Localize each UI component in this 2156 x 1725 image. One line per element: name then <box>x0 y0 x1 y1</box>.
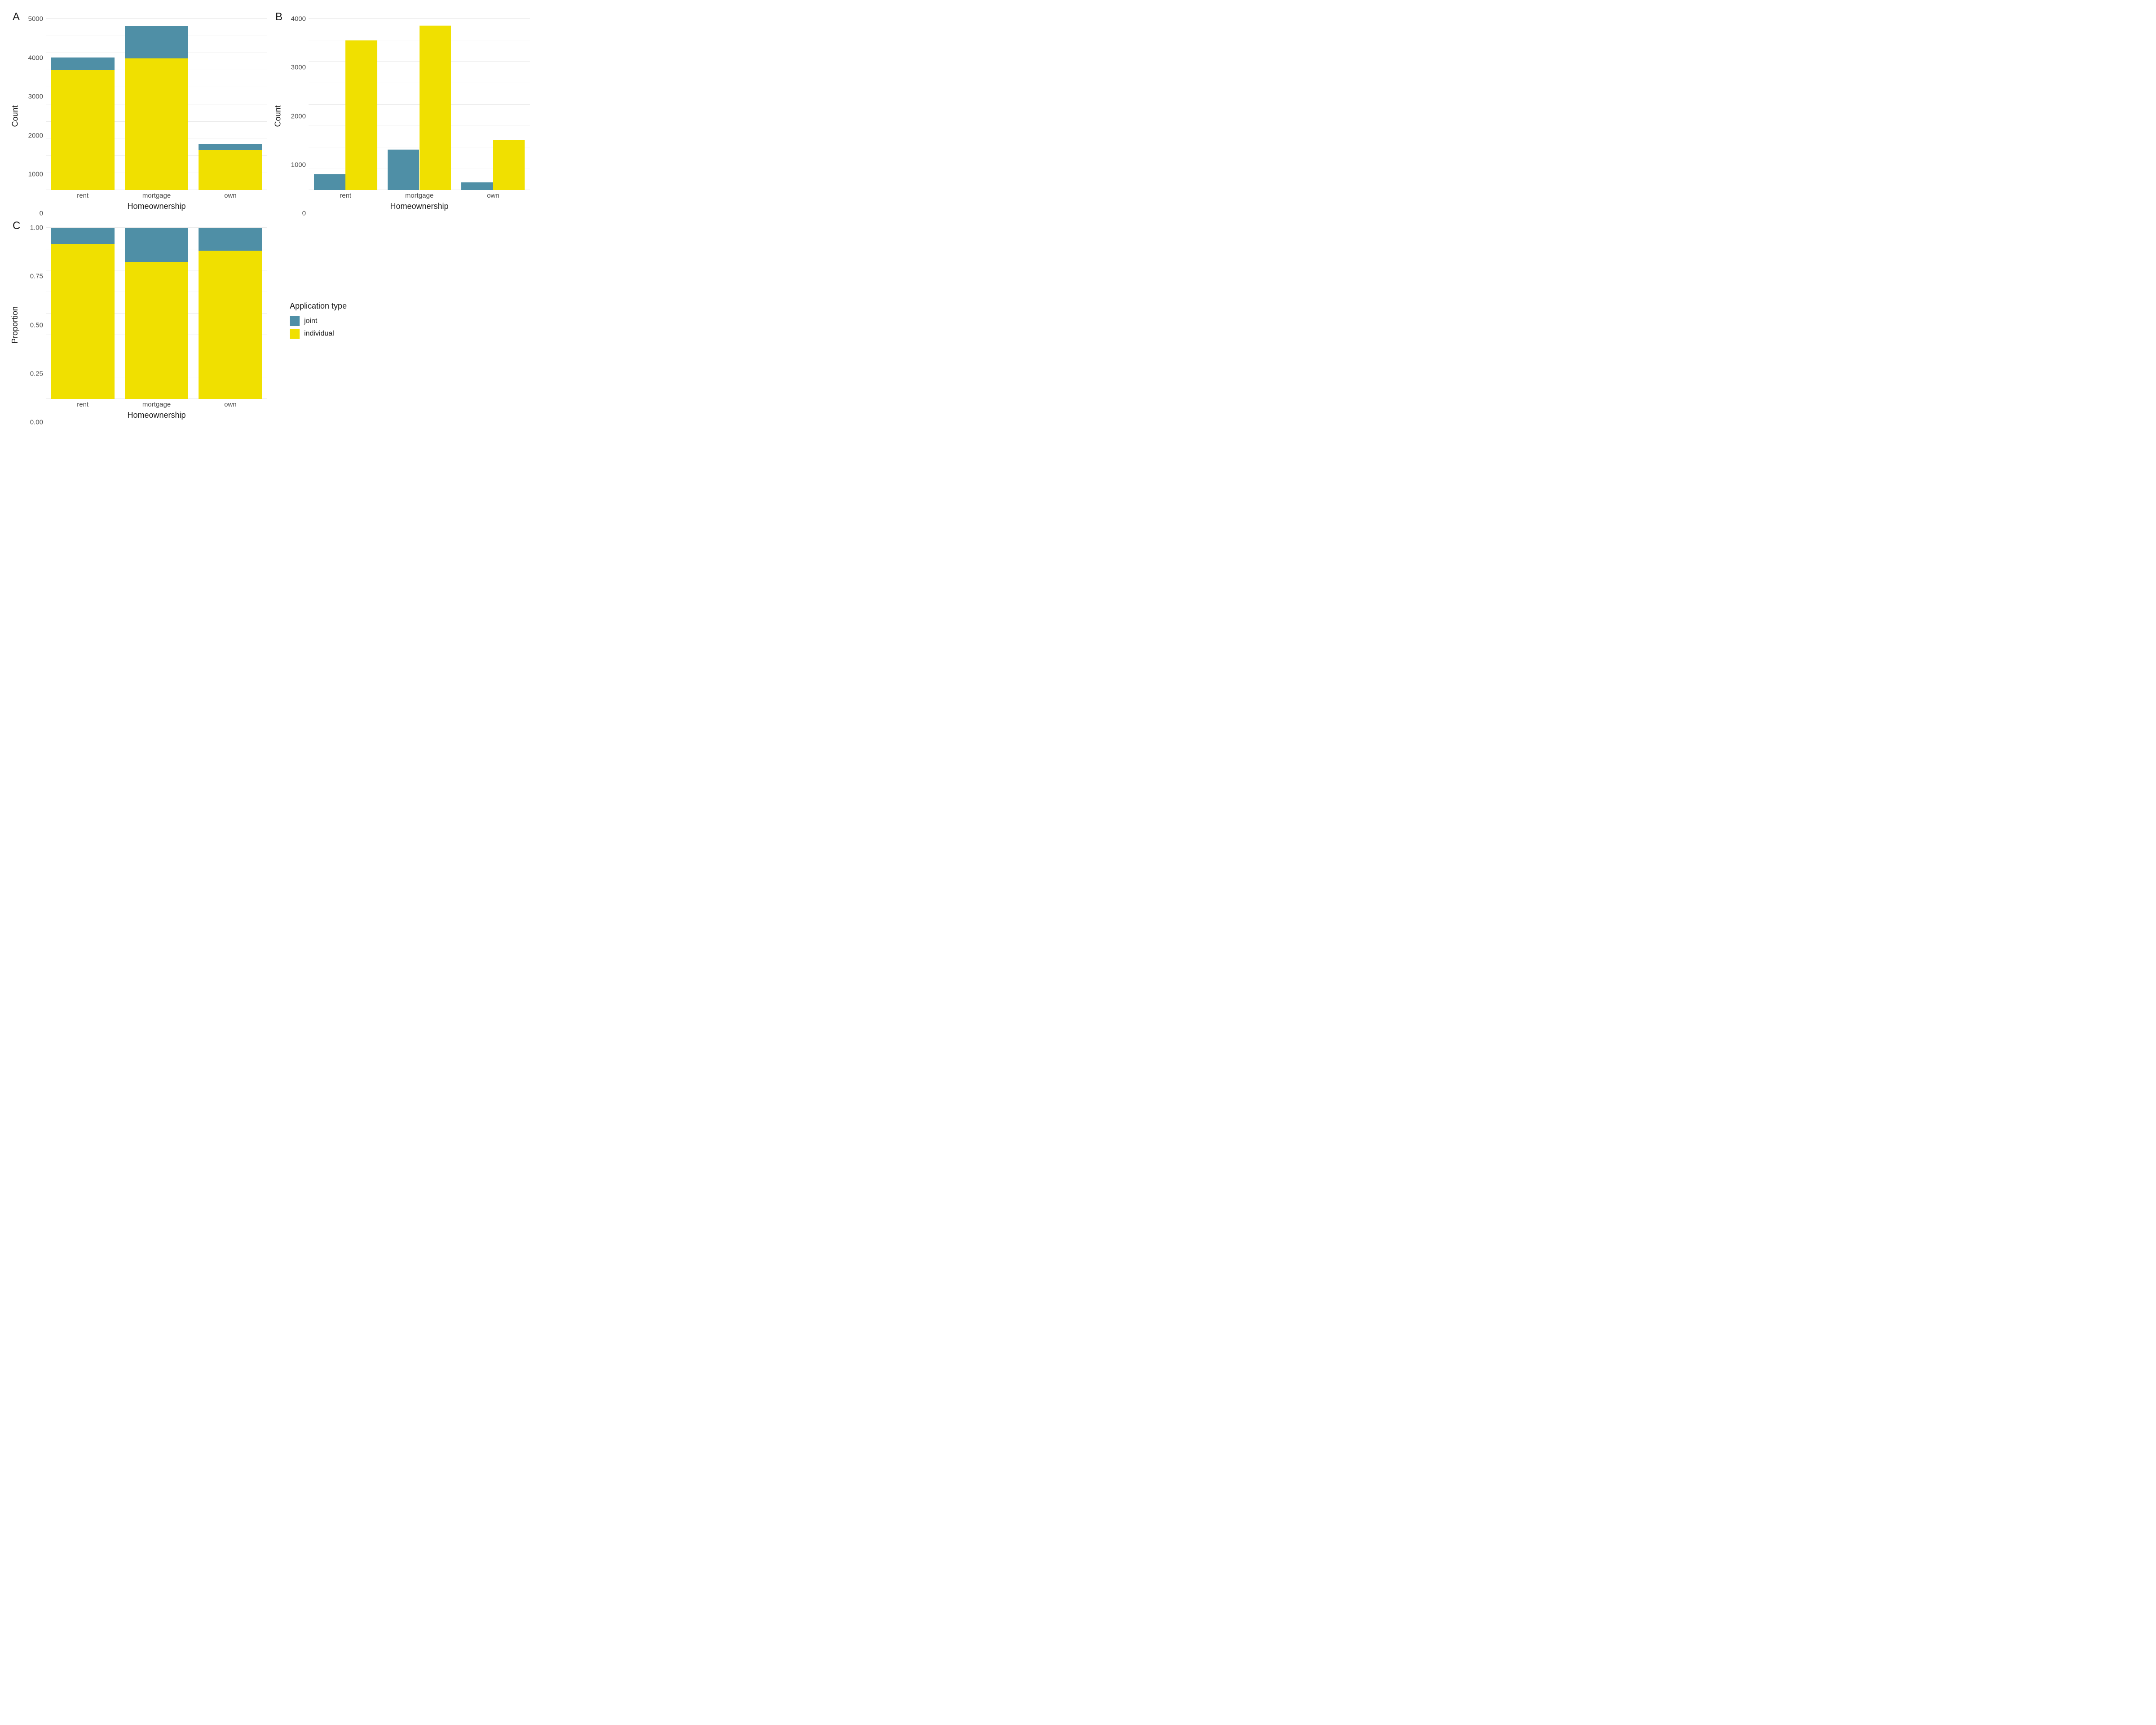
xticks-c: rent mortgage own <box>46 399 267 411</box>
xtick-label: mortgage <box>142 401 171 408</box>
bars-layer <box>46 19 267 190</box>
bar-individual <box>420 26 451 190</box>
legend-item-individual: individual <box>290 329 347 339</box>
xtick-label: rent <box>77 401 88 408</box>
ylabel-b: Count <box>274 105 283 127</box>
plot-b-outer: Count 01000200030004000 rentmortgageown … <box>272 9 530 213</box>
xlabel-b: Homeownership <box>309 202 530 213</box>
panel-c: C Proportion 0.000.250.500.751.00 rentmo… <box>9 218 267 422</box>
bar-individual <box>493 140 525 190</box>
legend-item-joint: joint <box>290 316 347 326</box>
xlabel-c: Homeownership <box>46 411 267 422</box>
bar-individual <box>51 244 115 399</box>
ylabel-c: Proportion <box>11 306 20 344</box>
bar-individual <box>125 58 188 190</box>
yticks-a: 010002000300040005000 <box>22 19 46 213</box>
xticks-a: rent mortgage own <box>46 190 267 202</box>
ytick-label: 0.25 <box>30 370 43 377</box>
xtick-label: own <box>487 192 499 199</box>
ytick-label: 0.00 <box>30 419 43 426</box>
bar-joint <box>314 174 346 190</box>
bar-individual <box>199 251 262 399</box>
ytick-label: 0.50 <box>30 321 43 329</box>
ytick-label: 3000 <box>28 93 43 101</box>
legend-title: Application type <box>290 301 347 311</box>
yticks-c: 0.000.250.500.751.00 <box>22 228 46 422</box>
ylabel-a: Count <box>11 105 20 127</box>
ytick-label: 2000 <box>28 132 43 139</box>
legend-panel: Application type joint individual <box>272 218 530 422</box>
panel-tag-a: A <box>13 11 20 23</box>
plot-area-a <box>46 19 267 190</box>
ytick-label: 5000 <box>28 15 43 23</box>
ytick-label: 0 <box>40 210 43 217</box>
panel-tag-b: B <box>275 11 283 23</box>
bar-joint <box>51 228 115 244</box>
plot-a-outer: Count 010002000300040005000 rentmortgage… <box>9 9 267 213</box>
bar-joint <box>125 228 188 262</box>
panel-b: B Count 01000200030004000 rentmortgageow… <box>272 9 530 213</box>
ytick-label: 0.75 <box>30 273 43 280</box>
legend-label-individual: individual <box>304 330 334 338</box>
bar-individual <box>51 70 115 190</box>
yticks-b: 01000200030004000 <box>284 19 309 213</box>
bars-layer <box>46 228 267 399</box>
plot-c-outer: Proportion 0.000.250.500.751.00 rentmort… <box>9 218 267 422</box>
bar-joint <box>125 26 188 58</box>
ytick-label: 2000 <box>291 112 306 120</box>
legend-label-joint: joint <box>304 317 317 325</box>
ytick-label: 1000 <box>291 161 306 168</box>
xtick-label: rent <box>340 192 351 199</box>
xtick-label: mortgage <box>405 192 433 199</box>
bars-layer <box>309 19 530 190</box>
bar-individual <box>199 150 262 190</box>
xlabel-a: Homeownership <box>46 202 267 213</box>
ytick-label: 0 <box>302 210 306 217</box>
bar-individual <box>345 40 377 190</box>
legend-swatch-joint <box>290 316 300 326</box>
xtick-label: own <box>224 192 237 199</box>
xtick-label: own <box>224 401 237 408</box>
bar-individual <box>125 262 188 399</box>
ytick-label: 1000 <box>28 171 43 178</box>
ytick-label: 1.00 <box>30 224 43 232</box>
legend-box: Application type joint individual <box>290 301 347 339</box>
bar-joint <box>51 58 115 70</box>
panel-tag-c: C <box>13 220 20 232</box>
xtick-label: rent <box>77 192 88 199</box>
ytick-label: 4000 <box>28 54 43 62</box>
xticks-b: rent mortgage own <box>309 190 530 202</box>
xtick-label: mortgage <box>142 192 171 199</box>
figure-grid: A Count 0 1000 2000 3000 4000 5000 rent mortga… <box>9 9 530 422</box>
bar-joint <box>199 228 262 251</box>
bar-joint <box>461 182 493 190</box>
panel-a: A Count 010002000300040005000 rentmortga… <box>9 9 267 213</box>
bar-joint <box>388 150 420 190</box>
plot-area-c <box>46 228 267 399</box>
plot-area-b <box>309 19 530 190</box>
ytick-label: 3000 <box>291 64 306 71</box>
legend-swatch-individual <box>290 329 300 339</box>
bar-joint <box>199 144 262 150</box>
ytick-label: 4000 <box>291 15 306 23</box>
